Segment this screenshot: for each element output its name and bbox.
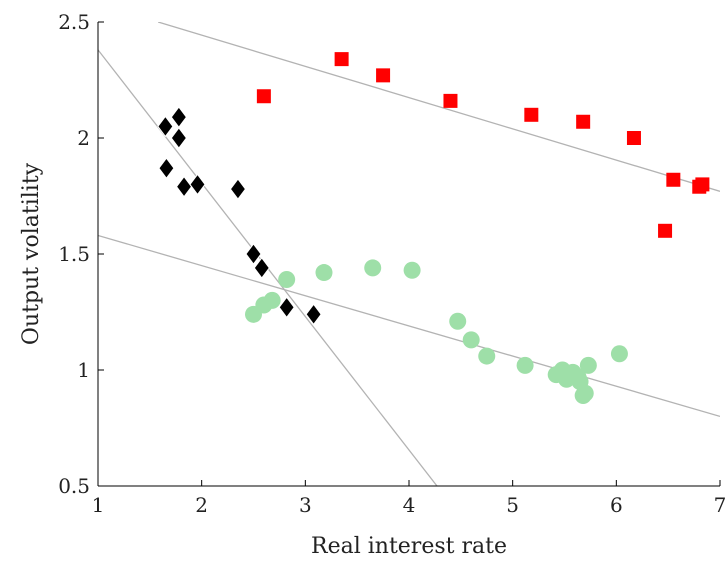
data-point-circle [478, 347, 496, 365]
x-tick-label: 1 [92, 493, 105, 517]
data-point-circle [278, 271, 296, 289]
data-point-circle [576, 384, 594, 402]
x-tick-label: 3 [299, 493, 312, 517]
y-tick-label: 1.5 [58, 242, 90, 266]
data-point-circle [403, 261, 421, 279]
data-point-square [666, 172, 681, 187]
data-point-square [334, 52, 349, 67]
data-point-circle [364, 259, 382, 277]
axes [97, 21, 721, 487]
data-point-diamond [175, 175, 193, 198]
data-point-diamond [245, 243, 262, 265]
data-point-circle [516, 356, 534, 374]
x-tick-label: 2 [195, 493, 208, 517]
data-point-diamond [158, 157, 175, 179]
data-point-square [658, 223, 673, 238]
data-point-circle [579, 356, 597, 374]
tick-labels: 1 2 3 4 5 6 70.511.522.5 [58, 10, 726, 517]
data-point-diamond [157, 115, 174, 138]
fit-line-square [157, 22, 720, 192]
y-axis-label: Output volatility [19, 162, 44, 345]
fit-lines [98, 22, 720, 486]
y-tick-label: 1 [77, 358, 90, 382]
y-tick-label: 2 [77, 126, 90, 150]
x-tick-label: 5 [506, 493, 519, 517]
data-point-square [443, 93, 458, 108]
data-point-square [626, 131, 641, 145]
data-point-diamond [189, 173, 206, 196]
data-point-square [695, 177, 710, 192]
data-point-square [256, 89, 271, 104]
data-point-diamond [253, 257, 270, 279]
data-point-diamond [229, 178, 247, 200]
data-point-circle [610, 345, 628, 363]
data-point-circle [462, 331, 480, 349]
data-point-diamond [170, 106, 187, 128]
data-point-square [524, 107, 539, 122]
data-point-diamond [170, 127, 187, 149]
data-point-diamond [305, 303, 322, 326]
x-axis-label: Real interest rate [311, 534, 507, 559]
data-point-circle [263, 291, 281, 309]
data-point-square [576, 114, 591, 129]
x-tick-label: 6 [610, 493, 623, 517]
y-tick-label: 0.5 [58, 474, 90, 498]
x-tick-label: 4 [403, 493, 416, 517]
data-points [157, 52, 710, 405]
data-point-diamond [278, 296, 295, 319]
y-tick-label: 2.5 [58, 10, 90, 34]
fit-line-circle [98, 234, 720, 418]
x-tick-label: 7 [714, 493, 726, 517]
data-point-square [376, 68, 391, 83]
data-point-circle [449, 312, 467, 330]
data-point-circle [315, 264, 333, 282]
